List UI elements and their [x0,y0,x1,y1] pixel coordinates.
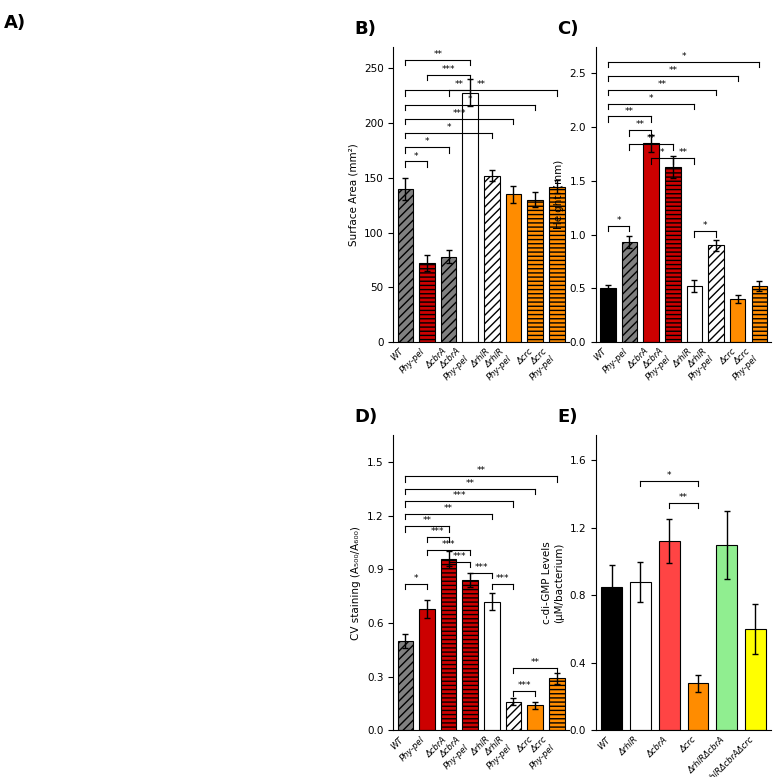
Y-axis label: Surface Area (mm²): Surface Area (mm²) [348,143,358,246]
Y-axis label: c-di-GMP Levels
(μM/bacterium): c-di-GMP Levels (μM/bacterium) [542,542,564,624]
Text: **: ** [477,81,485,89]
Text: *: * [468,95,472,103]
Text: D): D) [354,408,378,427]
Text: ***: *** [496,573,509,583]
Bar [717,545,737,730]
Text: *: * [446,123,451,132]
Y-axis label: Height  (mm): Height (mm) [554,159,564,229]
Bar [630,582,650,730]
Bar [730,299,746,342]
Bar [527,706,543,730]
Text: *: * [425,138,429,146]
Text: **: ** [530,658,540,667]
Bar [463,580,478,730]
Bar [419,263,435,342]
Bar [665,167,681,342]
Text: **: ** [636,120,645,130]
Bar [527,200,543,342]
Bar [708,246,724,342]
Text: *: * [667,471,671,479]
Bar [506,194,521,342]
Bar [397,641,413,730]
Text: *: * [414,152,418,161]
Bar [441,559,456,730]
Bar [600,288,615,342]
Text: **: ** [679,493,688,502]
Text: ***: *** [517,681,531,690]
Text: **: ** [679,148,688,158]
Text: ***: *** [431,528,445,536]
Text: ***: *** [442,540,455,549]
Bar [752,286,767,342]
Bar [549,186,565,342]
Text: **: ** [422,517,432,525]
Text: **: ** [647,134,656,144]
Text: E): E) [557,408,578,427]
Text: **: ** [668,66,677,75]
Text: **: ** [455,81,464,89]
Text: *: * [660,148,664,158]
Bar [745,629,766,730]
Bar [484,601,499,730]
Text: **: ** [657,80,666,89]
Text: ***: *** [453,552,466,561]
Bar [686,286,702,342]
Text: **: ** [433,50,442,59]
Text: ***: *** [442,65,455,74]
Bar [484,176,499,342]
Bar [688,683,708,730]
Text: **: ** [466,479,474,488]
Text: **: ** [477,466,485,476]
Text: *: * [649,94,654,103]
Bar [643,143,659,342]
Text: *: * [616,216,621,225]
Bar [659,542,679,730]
Text: *: * [682,52,686,61]
Text: B): B) [354,19,377,38]
Text: ***: *** [453,109,466,118]
Bar [463,92,478,342]
Bar [549,678,565,730]
Bar [506,702,521,730]
Text: **: ** [444,504,453,513]
Bar [441,256,456,342]
Text: ***: *** [453,491,466,500]
Text: ***: *** [474,563,488,572]
Bar [622,242,637,342]
Text: *: * [703,221,707,231]
Text: *: * [414,573,418,583]
Bar [601,587,622,730]
Bar [419,608,435,730]
Text: C): C) [557,19,579,38]
Text: A): A) [4,14,26,32]
Bar [397,189,413,342]
Y-axis label: CV staining (A₅₀₀/A₆₀₀): CV staining (A₅₀₀/A₆₀₀) [351,526,361,639]
Text: **: ** [625,106,634,116]
